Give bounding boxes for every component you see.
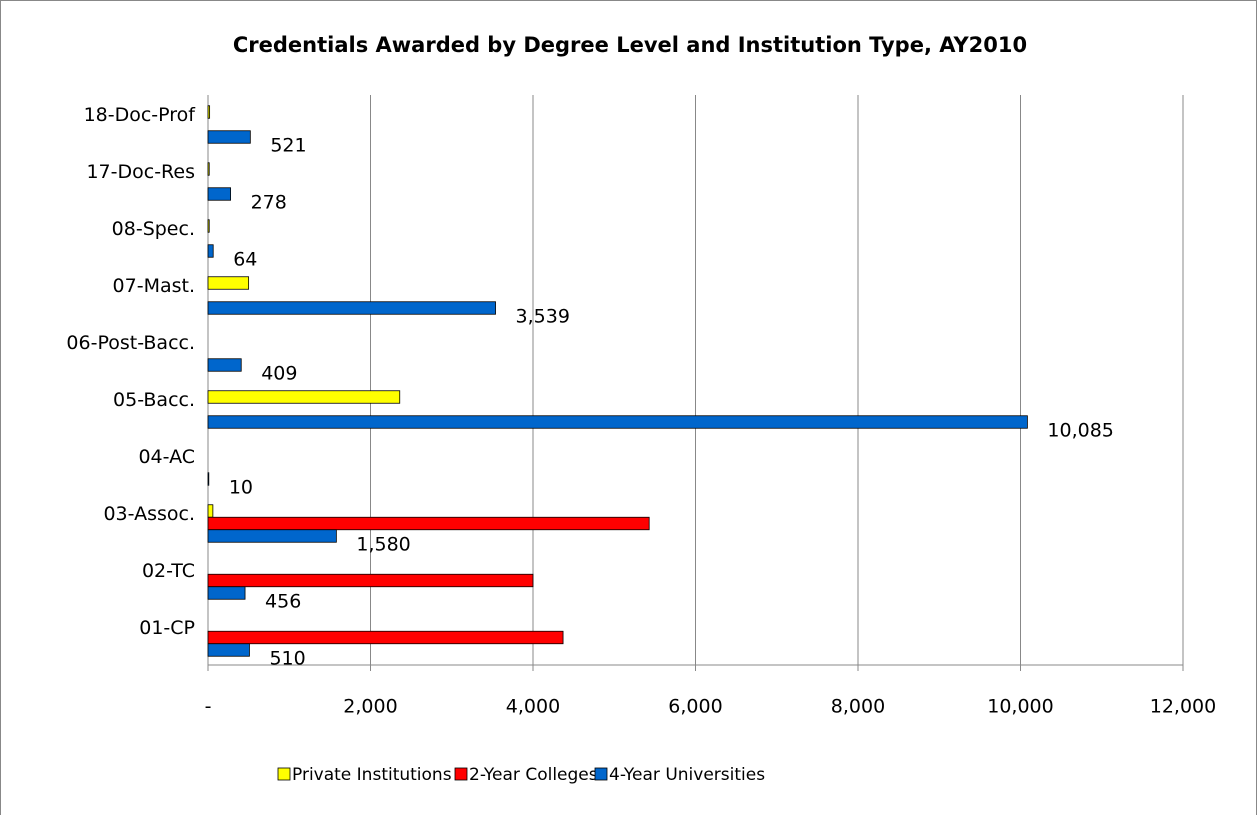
bar — [207, 415, 1028, 429]
legend-label: Private Institutions — [292, 765, 452, 785]
x-tick-label: 12,000 — [1150, 696, 1216, 718]
data-label: 10 — [229, 477, 253, 499]
x-tick-label: 2,000 — [343, 696, 397, 718]
bar — [207, 573, 534, 588]
y-tick-label: 01-CP — [139, 617, 195, 639]
x-tick-label: - — [205, 696, 212, 718]
legend-label: 4-Year Universities — [609, 765, 765, 785]
x-tick-label: 8,000 — [831, 696, 885, 718]
bar — [207, 586, 246, 600]
data-label: 64 — [233, 249, 257, 271]
y-tick-label: 07-Mast. — [113, 275, 195, 297]
bar — [207, 529, 337, 543]
y-tick-label: 03-Assoc. — [103, 503, 195, 525]
legend-label: 2-Year Colleges — [469, 765, 598, 785]
y-tick-label: 06-Post-Bacc. — [66, 332, 195, 354]
x-tick-label: 6,000 — [668, 696, 722, 718]
bar — [207, 105, 211, 119]
bar — [207, 516, 650, 531]
y-tick-label: 17-Doc-Res — [86, 161, 195, 183]
chart-title: Credentials Awarded by Degree Level and … — [233, 33, 1027, 57]
legend-swatch — [594, 767, 608, 781]
bar — [207, 630, 564, 645]
x-tick-label: 4,000 — [506, 696, 560, 718]
data-label: 3,539 — [516, 306, 570, 328]
bar — [207, 504, 214, 518]
data-label: 1,580 — [356, 534, 410, 556]
bar — [207, 301, 496, 315]
bar — [207, 358, 242, 372]
data-label: 510 — [269, 648, 305, 670]
data-label: 521 — [270, 135, 306, 157]
y-tick-label: 02-TC — [142, 560, 195, 582]
bar — [207, 472, 210, 486]
bar — [207, 643, 250, 657]
bar — [207, 276, 250, 290]
bar — [207, 187, 231, 201]
bar — [207, 130, 251, 144]
data-label: 409 — [261, 363, 297, 385]
x-tick-label: 10,000 — [987, 696, 1053, 718]
legend-swatch — [277, 767, 291, 781]
legend-swatch — [454, 767, 468, 781]
y-tick-label: 05-Bacc. — [113, 389, 195, 411]
y-tick-label: 18-Doc-Prof — [84, 104, 197, 126]
bar — [207, 219, 210, 233]
data-label: 10,085 — [1047, 420, 1113, 442]
bar — [207, 390, 401, 404]
y-tick-label: 08-Spec. — [112, 218, 195, 240]
y-tick-label: 04-AC — [138, 446, 195, 468]
bar — [207, 162, 210, 176]
data-label: 456 — [265, 591, 301, 613]
data-label: 278 — [251, 192, 287, 214]
bar — [207, 244, 214, 258]
